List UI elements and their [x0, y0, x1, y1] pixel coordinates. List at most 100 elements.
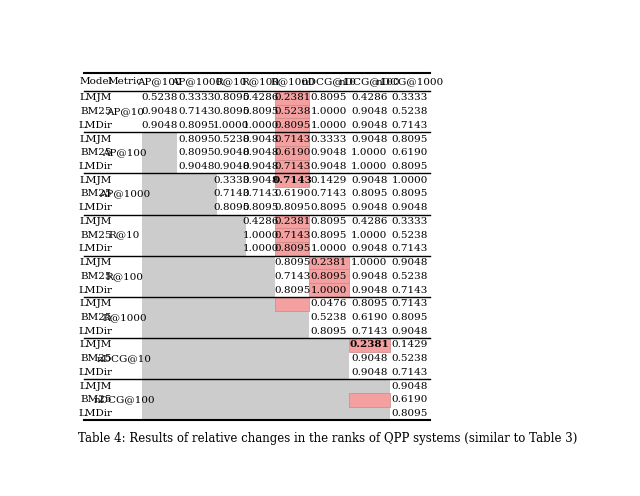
Text: 0.8095: 0.8095 [243, 203, 279, 212]
Text: Metric: Metric [107, 77, 142, 86]
Text: 0.5238: 0.5238 [213, 134, 250, 143]
Text: 0.8095: 0.8095 [274, 245, 310, 253]
Bar [275, 242, 309, 256]
Bar [309, 256, 349, 269]
Text: 1.0000: 1.0000 [351, 162, 387, 171]
Text: 0.7143: 0.7143 [274, 134, 310, 143]
Bar [309, 269, 349, 283]
Text: Table 4: Results of relative changes in the ranks of QPP systems (similar to Tab: Table 4: Results of relative changes in … [78, 432, 578, 445]
Text: 0.9048: 0.9048 [351, 203, 387, 212]
Text: LMDir: LMDir [79, 162, 113, 171]
Text: 0.5238: 0.5238 [392, 231, 428, 240]
Text: 0.9048: 0.9048 [351, 286, 387, 295]
Text: 0.9048: 0.9048 [243, 134, 279, 143]
Bar [141, 214, 246, 256]
Text: 0.9048: 0.9048 [351, 368, 387, 377]
Text: LMJM: LMJM [80, 134, 112, 143]
Text: 0.7143: 0.7143 [213, 189, 250, 198]
Text: AP@100: AP@100 [137, 77, 182, 86]
Text: 0.8095: 0.8095 [311, 272, 347, 281]
Text: BM25: BM25 [80, 354, 111, 363]
Text: 0.8095: 0.8095 [311, 203, 347, 212]
Text: 0.3333: 0.3333 [179, 93, 215, 102]
Text: 1.0000: 1.0000 [311, 107, 347, 116]
Text: LMDir: LMDir [79, 368, 113, 377]
Bar [141, 256, 275, 297]
Bar [275, 173, 309, 187]
Text: 0.7143: 0.7143 [311, 189, 347, 198]
Bar [275, 297, 309, 310]
Text: 1.0000: 1.0000 [243, 121, 279, 130]
Text: nDCG@10: nDCG@10 [97, 354, 152, 363]
Text: 0.7143: 0.7143 [274, 272, 310, 281]
Text: 0.9048: 0.9048 [351, 272, 387, 281]
Text: 0.5238: 0.5238 [392, 107, 428, 116]
Text: AP@100: AP@100 [102, 148, 147, 157]
Text: 0.2381: 0.2381 [349, 340, 389, 349]
Bar [275, 119, 309, 132]
Text: 0.3333: 0.3333 [213, 176, 250, 185]
Text: 1.0000: 1.0000 [243, 231, 279, 240]
Text: 0.8095: 0.8095 [213, 107, 250, 116]
Text: LMJM: LMJM [80, 258, 112, 267]
Text: 0.8095: 0.8095 [392, 162, 428, 171]
Text: nDCG@10: nDCG@10 [301, 77, 356, 86]
Bar [275, 132, 309, 146]
Text: R@100: R@100 [241, 77, 280, 86]
Text: 0.5238: 0.5238 [311, 313, 347, 322]
Text: R@1000: R@1000 [102, 313, 147, 322]
Text: 0.9048: 0.9048 [392, 381, 428, 391]
Text: 0.8095: 0.8095 [392, 134, 428, 143]
Text: 0.6190: 0.6190 [392, 148, 428, 157]
Text: 1.0000: 1.0000 [351, 231, 387, 240]
Bar [141, 173, 217, 214]
Text: 0.9048: 0.9048 [213, 162, 250, 171]
Bar [275, 214, 309, 228]
Bar [349, 338, 390, 352]
Text: 0.1429: 0.1429 [392, 340, 428, 349]
Bar [275, 146, 309, 160]
Text: 0.8095: 0.8095 [392, 189, 428, 198]
Text: 0.9048: 0.9048 [179, 162, 215, 171]
Text: LMJM: LMJM [80, 381, 112, 391]
Text: 0.9048: 0.9048 [351, 134, 387, 143]
Text: AP@10: AP@10 [106, 107, 143, 116]
Bar [275, 160, 309, 173]
Text: 0.8095: 0.8095 [274, 203, 310, 212]
Text: 0.5238: 0.5238 [274, 107, 310, 116]
Text: 0.7143: 0.7143 [179, 107, 215, 116]
Text: 0.9048: 0.9048 [351, 245, 387, 253]
Text: 0.9048: 0.9048 [311, 148, 347, 157]
Text: LMJM: LMJM [80, 93, 112, 102]
Text: 0.9048: 0.9048 [392, 203, 428, 212]
Text: 1.0000: 1.0000 [311, 286, 347, 295]
Text: 0.8095: 0.8095 [179, 148, 215, 157]
Text: 1.0000: 1.0000 [243, 245, 279, 253]
Text: nDCG@100: nDCG@100 [339, 77, 400, 86]
Text: 1.0000: 1.0000 [351, 148, 387, 157]
Text: 0.8095: 0.8095 [311, 231, 347, 240]
Text: BM25: BM25 [80, 313, 111, 322]
Text: 0.6190: 0.6190 [274, 148, 310, 157]
Text: 0.2381: 0.2381 [274, 93, 310, 102]
Text: 0.8095: 0.8095 [392, 313, 428, 322]
Bar [349, 393, 390, 407]
Text: 0.7143: 0.7143 [392, 299, 428, 308]
Text: LMJM: LMJM [80, 176, 112, 185]
Text: 0.8095: 0.8095 [243, 107, 279, 116]
Text: 0.9048: 0.9048 [351, 121, 387, 130]
Text: LMDir: LMDir [79, 245, 113, 253]
Text: 0.6190: 0.6190 [274, 189, 310, 198]
Text: 0.5238: 0.5238 [141, 93, 177, 102]
Text: 0.4286: 0.4286 [243, 217, 279, 226]
Text: 0.9048: 0.9048 [392, 258, 428, 267]
Text: 0.8095: 0.8095 [274, 258, 310, 267]
Text: 0.4286: 0.4286 [243, 93, 279, 102]
Text: R@1000: R@1000 [270, 77, 315, 86]
Text: 0.7143: 0.7143 [392, 245, 428, 253]
Text: 0.0476: 0.0476 [311, 299, 347, 308]
Text: 0.9048: 0.9048 [311, 162, 347, 171]
Text: AP@1000: AP@1000 [99, 189, 150, 198]
Bar [275, 228, 309, 242]
Text: 0.5238: 0.5238 [392, 354, 428, 363]
